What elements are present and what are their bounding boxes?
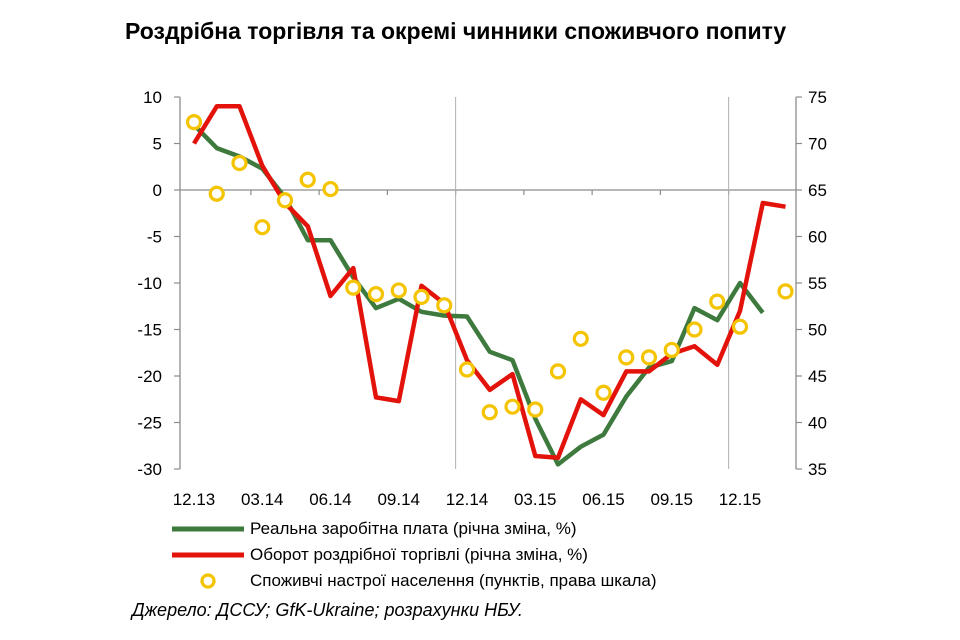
sentiment-marker [549, 363, 567, 380]
sentiment-marker [185, 114, 203, 131]
chart: 1050-5-10-15-20-25-307570656055504540351… [137, 88, 827, 509]
sentiment-marker [254, 219, 271, 236]
x-tick-label: 09.14 [377, 490, 420, 509]
sentiment-marker [390, 282, 407, 299]
left-tick-label: -5 [147, 228, 162, 247]
sentiment-marker [663, 341, 680, 359]
tick-labels: 1050-5-10-15-20-25-307570656055504540351… [137, 88, 827, 509]
axes [174, 96, 802, 470]
x-tick-label: 06.15 [582, 490, 625, 509]
sentiment-marker [345, 279, 362, 296]
right-tick-label: 60 [808, 228, 827, 247]
sentiment-marker [686, 321, 703, 338]
right-tick-label: 70 [808, 135, 827, 154]
left-tick-label: 10 [143, 88, 162, 107]
right-tick-label: 35 [808, 460, 827, 479]
legend-label-sentiment: Споживчі настрої населення (пунктів, пра… [250, 571, 657, 590]
sentiment-marker [481, 404, 498, 421]
sentiment-marker [458, 361, 476, 378]
sentiment-marker [640, 349, 658, 366]
legend-swatch-sentiment [200, 573, 216, 589]
left-tick-label: -25 [137, 414, 162, 433]
left-tick-label: -20 [137, 367, 162, 386]
right-tick-label: 45 [808, 367, 827, 386]
source-note: Джерело: ДССУ; GfK-Ukraine; розрахунки Н… [132, 600, 523, 620]
right-tick-label: 55 [808, 274, 827, 293]
sentiment-marker [527, 401, 544, 418]
sentiment-marker [709, 293, 726, 310]
left-tick-label: -15 [137, 321, 162, 340]
left-tick-label: 5 [153, 135, 162, 154]
x-tick-label: 12.14 [446, 490, 489, 509]
x-tick-label: 03.14 [241, 490, 284, 509]
sentiment-marker [299, 171, 316, 188]
x-tick-label: 12.15 [719, 490, 762, 509]
legend-label-retail: Оборот роздрібної торгівлі (річна зміна,… [250, 545, 588, 564]
legend-swatch-wages [172, 526, 244, 532]
legend-label-wages: Реальна заробітна плата (річна зміна, %) [250, 519, 577, 538]
x-tick-label: 12.13 [173, 490, 216, 509]
right-tick-label: 50 [808, 321, 827, 340]
x-tick-label: 06.14 [309, 490, 352, 509]
sentiment-marker [322, 180, 339, 198]
sentiment-marker [777, 283, 794, 300]
sentiment-marker [367, 286, 385, 303]
x-tick-label: 03.15 [514, 490, 557, 509]
sentiment-marker [731, 318, 749, 335]
sentiment-marker [618, 349, 635, 366]
sentiment-marker [595, 384, 612, 401]
right-tick-label: 40 [808, 414, 827, 433]
sentiment-marker [276, 192, 294, 209]
series-line-wages [192, 123, 765, 467]
sentiment-marker [208, 185, 225, 202]
sentiment-marker [231, 154, 248, 172]
series-layer [185, 104, 794, 467]
chart-title: Роздрібна торгівля та окремі чинники спо… [125, 18, 787, 44]
left-tick-label: -10 [137, 274, 162, 293]
legend-swatch-retail [172, 552, 244, 558]
sentiment-marker [436, 297, 453, 314]
sentiment-marker [504, 398, 521, 415]
right-tick-label: 75 [808, 88, 827, 107]
right-tick-label: 65 [808, 181, 827, 200]
sentiment-marker [572, 330, 589, 347]
left-tick-label: -30 [137, 460, 162, 479]
left-tick-label: 0 [153, 181, 162, 200]
sentiment-marker [413, 288, 430, 306]
x-tick-label: 09.15 [650, 490, 693, 509]
series-line-retail [192, 104, 786, 461]
